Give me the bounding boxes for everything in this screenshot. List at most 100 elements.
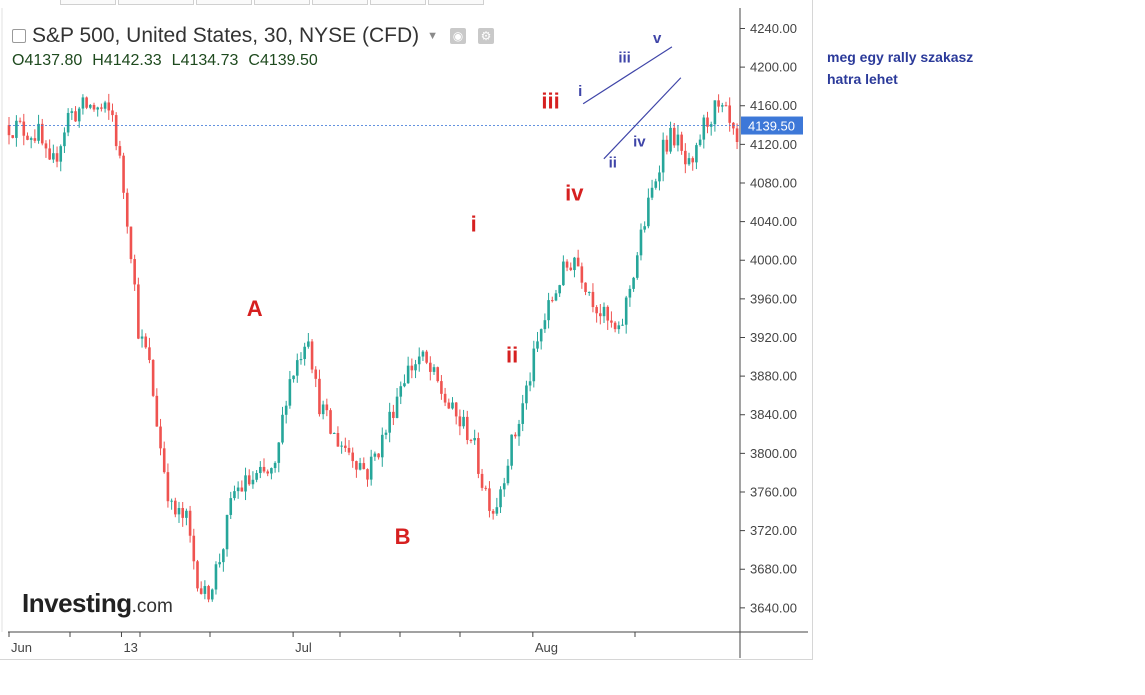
candle-body <box>118 146 122 156</box>
candle-body <box>565 261 569 268</box>
gear-icon[interactable]: ⚙ <box>478 28 495 44</box>
candle-body <box>222 549 225 563</box>
y-tick-label: 4200.00 <box>750 60 797 75</box>
candle-body <box>680 134 683 151</box>
candle-body <box>52 153 55 160</box>
candle-body <box>270 468 273 474</box>
candle-body <box>384 432 388 435</box>
candle-body <box>717 100 720 107</box>
candle-body <box>506 465 510 484</box>
y-tick-label: 4120.00 <box>750 137 797 152</box>
candle-body <box>48 148 51 160</box>
wave-label: B <box>395 524 411 549</box>
x-tick-label: 13 <box>123 640 137 655</box>
wave-label: ii <box>506 343 518 368</box>
candle-body <box>18 120 22 122</box>
candle-body <box>214 564 218 590</box>
candle-body <box>310 341 314 370</box>
candle-body <box>554 293 558 301</box>
close-value: C4139.50 <box>248 52 318 69</box>
candle-body <box>347 447 351 453</box>
candle-body <box>262 466 266 472</box>
candle-body <box>155 395 159 427</box>
y-tick-label: 3680.00 <box>750 562 797 577</box>
candle-body <box>395 396 399 418</box>
candle-body <box>251 479 255 485</box>
side-note-line-2: hatra lehet <box>827 71 898 87</box>
side-note-line-1: meg egy rally szakasz <box>827 49 974 65</box>
candle-body <box>366 469 369 480</box>
candle-body <box>580 266 584 283</box>
candle-body <box>491 510 495 514</box>
y-tick-label: 4160.00 <box>750 98 797 113</box>
candle-body <box>218 562 221 565</box>
candle-body <box>233 491 236 499</box>
candle-body <box>462 416 465 427</box>
candle-body <box>451 402 454 409</box>
candle-body <box>92 104 96 110</box>
candle-body <box>414 364 417 371</box>
candle-body <box>210 589 214 600</box>
candle-body <box>321 404 325 415</box>
y-tick-label: 4080.00 <box>750 175 797 190</box>
candle-body <box>602 306 606 317</box>
candle-body <box>203 586 207 594</box>
candle-body <box>177 508 181 515</box>
candle-body <box>362 463 366 470</box>
candle-body <box>465 416 469 440</box>
candle-body <box>358 463 362 470</box>
candle-body <box>702 117 706 140</box>
candle-body <box>528 381 532 386</box>
candle-body <box>639 229 643 256</box>
chart-frame: 3640.00 3680.00 3720.00 3760.00 3800.00 3840.… <box>0 0 813 660</box>
candle-body <box>240 487 244 492</box>
candle-body <box>403 383 406 387</box>
y-tick-label: 4040.00 <box>750 214 797 229</box>
candle-body <box>532 348 536 382</box>
candle-body <box>510 434 513 466</box>
candle-body <box>225 514 229 550</box>
eye-icon[interactable]: ◉ <box>450 28 467 44</box>
candle-body <box>22 121 26 136</box>
candle-body <box>610 320 613 323</box>
candle-body <box>672 127 676 146</box>
candle-body <box>550 300 554 302</box>
last-price-tag <box>741 116 803 135</box>
candle-body <box>562 261 565 286</box>
candle-body <box>569 267 573 271</box>
visibility-checkbox[interactable] <box>12 29 26 43</box>
candle-body <box>329 410 332 434</box>
wave-label: iv <box>633 133 646 150</box>
candle-body <box>525 385 528 404</box>
candle-body <box>684 150 687 165</box>
candle-body <box>277 442 281 463</box>
y-tick-label: 3800.00 <box>750 446 797 461</box>
candle-body <box>591 291 595 308</box>
candle-body <box>15 120 18 138</box>
candle-body <box>63 132 66 147</box>
candle-body <box>647 197 650 227</box>
candle-body <box>687 158 691 165</box>
candle-body <box>77 108 81 122</box>
chevron-down-icon[interactable]: ▼ <box>427 30 439 42</box>
candle-body <box>122 155 125 193</box>
candlestick-chart[interactable]: 3640.00 3680.00 3720.00 3760.00 3800.00 3840.… <box>0 0 813 660</box>
candle-body <box>111 110 114 116</box>
candle-body <box>624 297 628 325</box>
candle-body <box>259 466 262 474</box>
candle-body <box>695 145 698 163</box>
candle-body <box>558 285 561 294</box>
candle-body <box>443 393 447 403</box>
candle-body <box>74 111 77 122</box>
candle-body <box>351 452 355 462</box>
candle-body <box>576 257 580 267</box>
y-tick-label: 3640.00 <box>750 600 797 615</box>
open-value: O4137.80 <box>12 52 83 69</box>
candle-body <box>288 379 292 406</box>
candle-body <box>417 356 421 365</box>
candle-body <box>151 360 155 396</box>
candle-body <box>380 434 384 458</box>
candle-body <box>318 378 321 415</box>
candle-body <box>70 111 74 113</box>
candle-body <box>587 291 591 293</box>
